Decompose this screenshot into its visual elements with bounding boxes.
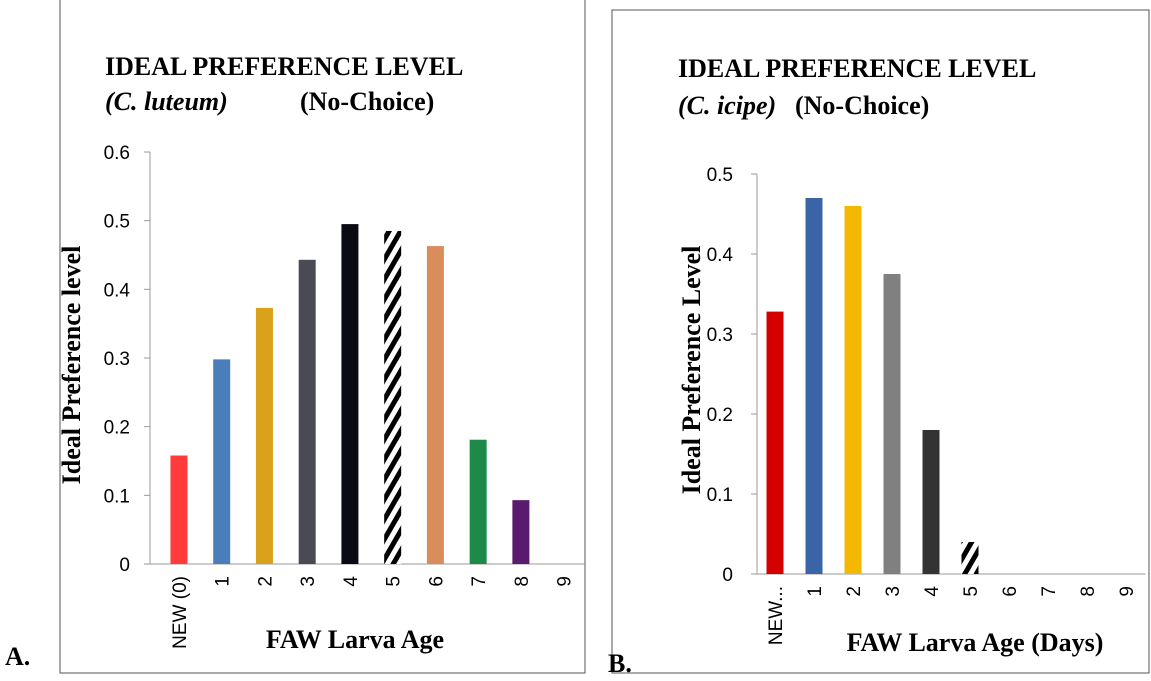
y-tick-label: 0 xyxy=(119,555,130,576)
y-tick-label: 0.5 xyxy=(707,165,733,186)
y-tick-label: 0.5 xyxy=(104,212,130,233)
chart-title: IDEAL PREFERENCE LEVEL xyxy=(678,54,1036,83)
x-axis-label: FAW Larva Age (Days) xyxy=(847,628,1104,657)
x-tick-label: 6 xyxy=(426,576,447,587)
x-tick-label: NEW (0) xyxy=(170,576,191,649)
bar xyxy=(427,246,444,564)
y-tick-label: 0.3 xyxy=(104,349,130,370)
y-tick-label: 0.1 xyxy=(707,485,733,506)
bar xyxy=(256,308,273,564)
y-tick-label: 0.3 xyxy=(707,325,733,346)
bar xyxy=(806,198,823,574)
x-axis-label: FAW Larva Age xyxy=(266,625,444,654)
bar xyxy=(923,430,940,574)
y-tick-label: 0.4 xyxy=(104,280,131,301)
chart-title: IDEAL PREFERENCE LEVEL xyxy=(105,52,463,81)
x-tick-label: NEW... xyxy=(766,586,787,645)
bar xyxy=(470,440,487,564)
x-tick-label: 2 xyxy=(844,586,865,597)
chart-subtitle: (No-Choice) xyxy=(300,87,434,116)
x-tick-label: 9 xyxy=(555,576,576,587)
x-tick-label: 2 xyxy=(255,576,276,587)
x-tick-label: 6 xyxy=(1000,586,1021,597)
bar xyxy=(341,224,358,564)
x-tick-label: 4 xyxy=(341,576,362,587)
chart-subtitle: (No-Choice) xyxy=(795,91,929,120)
x-tick-label: 3 xyxy=(298,576,319,587)
bar xyxy=(767,312,784,574)
bar xyxy=(384,231,401,564)
bar xyxy=(213,359,230,564)
bar xyxy=(962,542,979,574)
x-tick-label: 5 xyxy=(961,586,982,597)
panel-label: A. xyxy=(5,642,30,671)
x-tick-label: 1 xyxy=(213,576,234,587)
x-tick-label: 5 xyxy=(384,576,405,587)
y-tick-label: 0.1 xyxy=(104,486,130,507)
bar xyxy=(512,500,529,564)
x-tick-label: 9 xyxy=(1117,586,1138,597)
x-tick-label: 8 xyxy=(1078,586,1099,597)
x-tick-label: 1 xyxy=(805,586,826,597)
bar xyxy=(299,260,316,564)
y-tick-label: 0.4 xyxy=(707,245,734,266)
x-tick-label: 3 xyxy=(883,586,904,597)
y-tick-label: 0 xyxy=(722,565,733,586)
x-tick-label: 7 xyxy=(1039,586,1060,597)
chart-subtitle: (C. icipe) xyxy=(678,91,776,120)
figure: IDEAL PREFERENCE LEVEL (C. luteum) (No-Cho… xyxy=(0,0,1151,681)
bar xyxy=(884,274,901,574)
x-tick-label: 4 xyxy=(922,586,943,597)
y-axis-label: Ideal Preference Level xyxy=(677,246,706,495)
x-tick-label: 8 xyxy=(512,576,533,587)
x-tick-label: 7 xyxy=(469,576,490,587)
bar xyxy=(170,456,187,564)
panel-label: B. xyxy=(608,649,632,678)
chart-subtitle: (C. luteum) xyxy=(105,87,228,116)
bar xyxy=(845,206,862,574)
y-tick-label: 0.2 xyxy=(104,418,130,439)
y-tick-label: 0.6 xyxy=(104,143,130,164)
y-axis-label: Ideal Preference level xyxy=(57,246,86,485)
y-tick-label: 0.2 xyxy=(707,405,733,426)
